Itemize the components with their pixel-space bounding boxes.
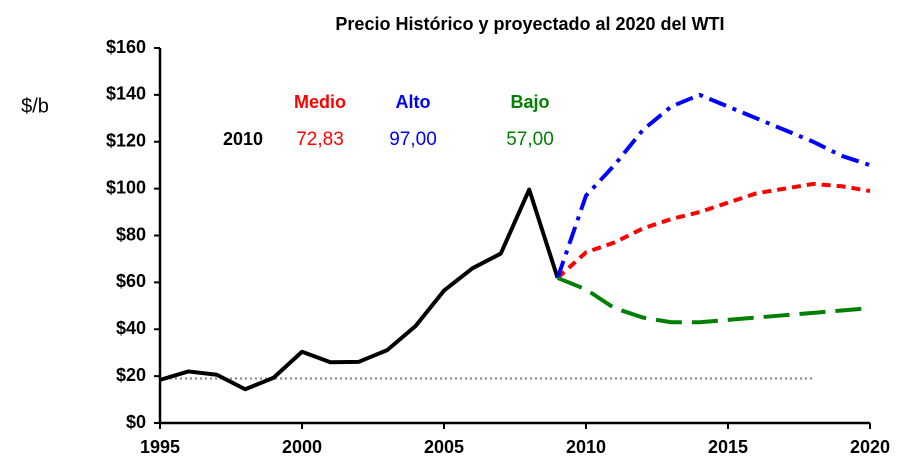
y-tick-label: $60: [116, 271, 146, 291]
value-label: 97,00: [389, 129, 437, 150]
value-label: 57,00: [506, 129, 554, 150]
y-tick-label: $120: [106, 131, 146, 151]
series-line: [159, 187, 560, 392]
x-tick-label: 1995: [140, 437, 180, 457]
year-label: 2010: [223, 129, 263, 149]
y-tick-label: $40: [116, 318, 146, 338]
series-line: [556, 181, 871, 280]
x-tick-label: 2015: [708, 437, 748, 457]
x-tick-label: 2000: [282, 437, 322, 457]
chart-title: Precio Histórico y proyectado al 2020 de…: [335, 14, 724, 34]
x-tick-label: 2020: [850, 437, 890, 457]
y-tick-label: $100: [106, 177, 146, 197]
y-tick-label: $80: [116, 224, 146, 244]
y-tick-label: $160: [106, 37, 146, 57]
legend-label: Medio: [294, 92, 346, 112]
x-tick-label: 2010: [566, 437, 606, 457]
y-tick-label: $0: [126, 412, 146, 432]
y-axis-label: $/b: [21, 95, 49, 117]
y-tick-label: $20: [116, 365, 146, 385]
series-line: [555, 92, 871, 279]
value-label: 72,83: [296, 129, 344, 150]
x-tick-label: 2005: [424, 437, 464, 457]
legend-label: Bajo: [510, 92, 549, 112]
series-line: [556, 276, 871, 325]
y-tick-label: $140: [106, 84, 146, 104]
legend-label: Alto: [396, 92, 431, 112]
